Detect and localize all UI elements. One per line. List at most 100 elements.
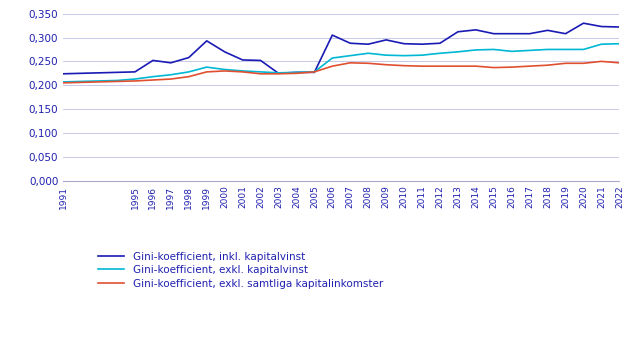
Legend: Gini-koefficient, inkl. kapitalvinst, Gini-koefficient, exkl. kapitalvinst, Gini: Gini-koefficient, inkl. kapitalvinst, Gi…: [96, 249, 385, 291]
Gini-koefficient, exkl. kapitalvinst: [77, 79, 85, 84]
Gini-koefficient, inkl. kapitalvinst: [508, 32, 516, 36]
Gini-koefficient, exkl. kapitalvinst: [275, 71, 283, 75]
Gini-koefficient, inkl. kapitalvinst: [544, 28, 551, 32]
Gini-koefficient, exkl. samtliga kapitalinkomster: [365, 61, 372, 65]
Gini-koefficient, inkl. kapitalvinst: [382, 38, 390, 42]
Gini-koefficient, exkl. samtliga kapitalinkomster: [418, 64, 426, 68]
Gini-koefficient, exkl. samtliga kapitalinkomster: [185, 75, 193, 79]
Gini-koefficient, inkl. kapitalvinst: [275, 71, 283, 75]
Gini-koefficient, exkl. samtliga kapitalinkomster: [329, 64, 336, 68]
Gini-koefficient, exkl. samtliga kapitalinkomster: [113, 79, 121, 84]
Gini-koefficient, exkl. samtliga kapitalinkomster: [131, 79, 139, 83]
Gini-koefficient, inkl. kapitalvinst: [310, 70, 318, 74]
Gini-koefficient, exkl. kapitalvinst: [544, 47, 551, 51]
Gini-koefficient, inkl. kapitalvinst: [131, 70, 139, 74]
Gini-koefficient, inkl. kapitalvinst: [562, 32, 569, 36]
Gini-koefficient, exkl. samtliga kapitalinkomster: [239, 70, 246, 74]
Gini-koefficient, exkl. samtliga kapitalinkomster: [454, 64, 462, 68]
Gini-koefficient, exkl. samtliga kapitalinkomster: [436, 64, 444, 68]
Gini-koefficient, exkl. kapitalvinst: [400, 54, 408, 58]
Gini-koefficient, exkl. kapitalvinst: [490, 47, 497, 51]
Gini-koefficient, inkl. kapitalvinst: [490, 32, 497, 36]
Gini-koefficient, exkl. kapitalvinst: [257, 70, 264, 74]
Gini-koefficient, exkl. kapitalvinst: [598, 42, 605, 46]
Gini-koefficient, exkl. samtliga kapitalinkomster: [598, 59, 605, 63]
Gini-koefficient, exkl. samtliga kapitalinkomster: [544, 63, 551, 67]
Gini-koefficient, inkl. kapitalvinst: [400, 42, 408, 46]
Gini-koefficient, exkl. samtliga kapitalinkomster: [508, 65, 516, 69]
Gini-koefficient, exkl. samtliga kapitalinkomster: [526, 64, 533, 68]
Gini-koefficient, inkl. kapitalvinst: [77, 71, 85, 75]
Gini-koefficient, exkl. kapitalvinst: [472, 48, 480, 52]
Gini-koefficient, exkl. kapitalvinst: [131, 77, 139, 81]
Gini-koefficient, inkl. kapitalvinst: [203, 39, 210, 43]
Gini-koefficient, exkl. kapitalvinst: [365, 51, 372, 55]
Gini-koefficient, exkl. samtliga kapitalinkomster: [77, 80, 85, 85]
Gini-koefficient, exkl. kapitalvinst: [526, 48, 533, 53]
Gini-koefficient, inkl. kapitalvinst: [365, 42, 372, 46]
Gini-koefficient, exkl. kapitalvinst: [221, 68, 228, 72]
Gini-koefficient, exkl. kapitalvinst: [310, 70, 318, 74]
Gini-koefficient, exkl. kapitalvinst: [185, 70, 193, 74]
Gini-koefficient, exkl. samtliga kapitalinkomster: [59, 81, 67, 85]
Gini-koefficient, exkl. samtliga kapitalinkomster: [580, 61, 587, 65]
Gini-koefficient, exkl. kapitalvinst: [382, 53, 390, 57]
Gini-koefficient, exkl. kapitalvinst: [508, 49, 516, 54]
Gini-koefficient, exkl. kapitalvinst: [59, 80, 67, 84]
Gini-koefficient, exkl. samtliga kapitalinkomster: [257, 72, 264, 76]
Gini-koefficient, inkl. kapitalvinst: [95, 71, 103, 75]
Gini-koefficient, inkl. kapitalvinst: [580, 21, 587, 25]
Gini-koefficient, inkl. kapitalvinst: [185, 56, 193, 60]
Gini-koefficient, exkl. kapitalvinst: [616, 42, 623, 46]
Gini-koefficient, inkl. kapitalvinst: [436, 41, 444, 45]
Gini-koefficient, inkl. kapitalvinst: [221, 50, 228, 54]
Gini-koefficient, exkl. samtliga kapitalinkomster: [382, 63, 390, 67]
Gini-koefficient, exkl. samtliga kapitalinkomster: [167, 77, 174, 81]
Gini-koefficient, exkl. samtliga kapitalinkomster: [472, 64, 480, 68]
Gini-koefficient, exkl. kapitalvinst: [454, 50, 462, 54]
Gini-koefficient, exkl. samtliga kapitalinkomster: [275, 72, 283, 76]
Gini-koefficient, exkl. samtliga kapitalinkomster: [293, 71, 300, 75]
Gini-koefficient, exkl. samtliga kapitalinkomster: [616, 61, 623, 65]
Gini-koefficient, exkl. samtliga kapitalinkomster: [346, 61, 354, 65]
Gini-koefficient, exkl. samtliga kapitalinkomster: [562, 61, 569, 65]
Gini-koefficient, inkl. kapitalvinst: [293, 70, 300, 74]
Gini-koefficient, inkl. kapitalvinst: [113, 70, 121, 74]
Gini-koefficient, exkl. kapitalvinst: [580, 47, 587, 51]
Gini-koefficient, exkl. samtliga kapitalinkomster: [490, 65, 497, 70]
Gini-koefficient, inkl. kapitalvinst: [239, 58, 246, 62]
Line: Gini-koefficient, exkl. samtliga kapitalinkomster: Gini-koefficient, exkl. samtliga kapital…: [63, 61, 619, 83]
Gini-koefficient, exkl. samtliga kapitalinkomster: [400, 64, 408, 68]
Gini-koefficient, inkl. kapitalvinst: [454, 30, 462, 34]
Gini-koefficient, inkl. kapitalvinst: [346, 41, 354, 45]
Line: Gini-koefficient, exkl. kapitalvinst: Gini-koefficient, exkl. kapitalvinst: [63, 44, 619, 82]
Gini-koefficient, exkl. kapitalvinst: [346, 54, 354, 58]
Gini-koefficient, exkl. kapitalvinst: [203, 65, 210, 69]
Gini-koefficient, exkl. kapitalvinst: [167, 73, 174, 77]
Gini-koefficient, exkl. kapitalvinst: [149, 75, 157, 79]
Gini-koefficient, inkl. kapitalvinst: [472, 28, 480, 32]
Gini-koefficient, inkl. kapitalvinst: [329, 33, 336, 37]
Gini-koefficient, exkl. samtliga kapitalinkomster: [149, 78, 157, 82]
Gini-koefficient, exkl. kapitalvinst: [436, 51, 444, 55]
Gini-koefficient, inkl. kapitalvinst: [59, 72, 67, 76]
Gini-koefficient, exkl. kapitalvinst: [239, 69, 246, 73]
Gini-koefficient, exkl. kapitalvinst: [418, 53, 426, 57]
Gini-koefficient, exkl. samtliga kapitalinkomster: [221, 69, 228, 73]
Line: Gini-koefficient, inkl. kapitalvinst: Gini-koefficient, inkl. kapitalvinst: [63, 23, 619, 74]
Gini-koefficient, exkl. samtliga kapitalinkomster: [203, 70, 210, 74]
Gini-koefficient, exkl. kapitalvinst: [113, 78, 121, 83]
Gini-koefficient, inkl. kapitalvinst: [616, 25, 623, 29]
Gini-koefficient, inkl. kapitalvinst: [526, 32, 533, 36]
Gini-koefficient, exkl. kapitalvinst: [95, 79, 103, 83]
Gini-koefficient, inkl. kapitalvinst: [598, 25, 605, 29]
Gini-koefficient, exkl. samtliga kapitalinkomster: [310, 70, 318, 74]
Gini-koefficient, exkl. samtliga kapitalinkomster: [95, 80, 103, 84]
Gini-koefficient, inkl. kapitalvinst: [167, 61, 174, 65]
Gini-koefficient, exkl. kapitalvinst: [293, 70, 300, 74]
Gini-koefficient, inkl. kapitalvinst: [257, 58, 264, 62]
Gini-koefficient, inkl. kapitalvinst: [418, 42, 426, 46]
Gini-koefficient, exkl. kapitalvinst: [562, 47, 569, 51]
Gini-koefficient, inkl. kapitalvinst: [149, 58, 157, 62]
Gini-koefficient, exkl. kapitalvinst: [329, 56, 336, 60]
